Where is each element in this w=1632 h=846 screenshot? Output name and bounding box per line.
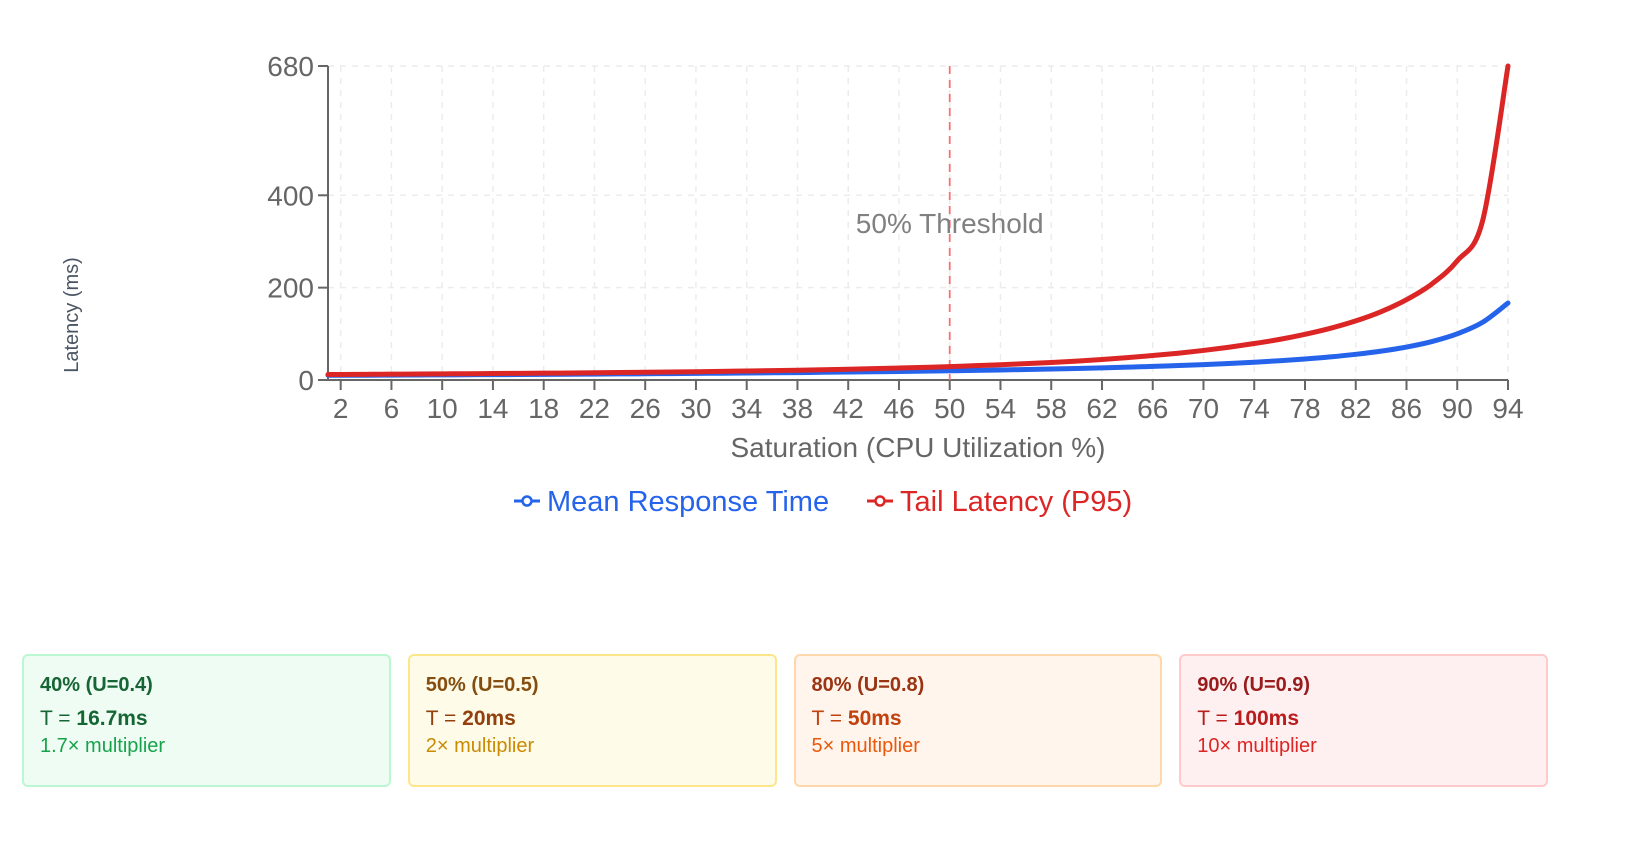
- card-response-time: T = 20ms: [426, 707, 759, 731]
- x-tick-label: 22: [579, 393, 610, 424]
- card-multiplier: 1.7× multiplier: [40, 735, 166, 757]
- x-tick-label: 34: [731, 393, 762, 424]
- t-prefix: T =: [425, 707, 463, 730]
- card-80: 80% (U=0.8) T = 50ms 5× multiplier: [793, 654, 1163, 787]
- t-value: 100ms: [1233, 707, 1300, 730]
- x-tick-label: 42: [833, 393, 864, 424]
- card-title: 80% (U=0.8): [811, 674, 925, 696]
- x-tick-label: 90: [1442, 393, 1473, 424]
- t-value: 16.7ms: [76, 707, 148, 730]
- legend-marker-icon: [521, 495, 533, 507]
- x-tick-label: 66: [1137, 393, 1168, 424]
- card-50: 50% (U=0.5) T = 20ms 2× multiplier: [407, 654, 777, 787]
- x-tick-label: 78: [1289, 393, 1320, 424]
- legend-marker-icon: [874, 495, 886, 507]
- x-tick-label: 74: [1239, 393, 1270, 424]
- threshold-label: 50% Threshold: [856, 208, 1044, 239]
- card-multiplier: 5× multiplier: [811, 735, 920, 757]
- x-tick-label: 6: [384, 393, 400, 424]
- x-tick-label: 62: [1086, 393, 1117, 424]
- x-tick-label: 14: [477, 393, 508, 424]
- card-40: 40% (U=0.4) T = 16.7ms 1.7× multiplier: [22, 654, 391, 787]
- t-prefix: T =: [811, 707, 848, 730]
- y-tick-label: 400: [267, 180, 314, 211]
- y-axis-label: Latency (ms): [61, 257, 83, 373]
- y-tick-label: 0: [298, 365, 314, 396]
- t-value: 50ms: [847, 707, 902, 730]
- x-tick-label: 26: [630, 393, 661, 424]
- x-tick-label: 70: [1188, 393, 1219, 424]
- card-title: 40% (U=0.4): [40, 674, 153, 696]
- legend-tail-latency: Tail Latency (P95): [900, 486, 1132, 518]
- card-90: 90% (U=0.9) T = 100ms 10× multiplier: [1179, 654, 1548, 787]
- x-tick-label: 82: [1340, 393, 1371, 424]
- y-tick-label: 200: [267, 273, 314, 304]
- x-tick-label: 10: [427, 393, 458, 424]
- latency-chart: 0 200 400 680 2 6 10 14 18 22 26 30 34 38 42 46 50 54 58 62…: [61, 51, 1524, 518]
- card-response-time: T = 100ms: [1197, 707, 1530, 731]
- x-axis-label: Saturation (CPU Utilization %): [730, 432, 1105, 463]
- x-tick-label: 50: [934, 393, 965, 424]
- x-tick-label: 86: [1391, 393, 1422, 424]
- x-tick-label: 46: [883, 393, 914, 424]
- card-multiplier: 10× multiplier: [1197, 735, 1317, 757]
- x-tick-label: 30: [680, 393, 711, 424]
- card-response-time: T = 16.7ms: [40, 707, 373, 731]
- card-title: 90% (U=0.9): [1197, 674, 1311, 696]
- x-tick-label: 58: [1036, 393, 1067, 424]
- mean-response-line: [325, 300, 1511, 378]
- legend-mean-response: Mean Response Time: [547, 486, 829, 518]
- t-prefix: T =: [40, 707, 77, 730]
- x-tick-label: 18: [528, 393, 559, 424]
- x-tick-label: 2: [333, 393, 349, 424]
- x-tick-label: 38: [782, 393, 813, 424]
- utilization-cards: 40% (U=0.4) T = 16.7ms 1.7× multiplier 5…: [22, 654, 1548, 787]
- y-tick-label: 680: [267, 51, 314, 82]
- x-tick-label: 54: [985, 393, 1016, 424]
- card-title: 50% (U=0.5): [425, 674, 539, 696]
- tail-latency-line: [325, 63, 1511, 377]
- x-tick-label: 94: [1492, 393, 1523, 424]
- t-value: 20ms: [462, 707, 516, 730]
- card-multiplier: 2× multiplier: [425, 735, 535, 757]
- card-response-time: T = 50ms: [812, 707, 1145, 731]
- t-prefix: T =: [1197, 707, 1234, 730]
